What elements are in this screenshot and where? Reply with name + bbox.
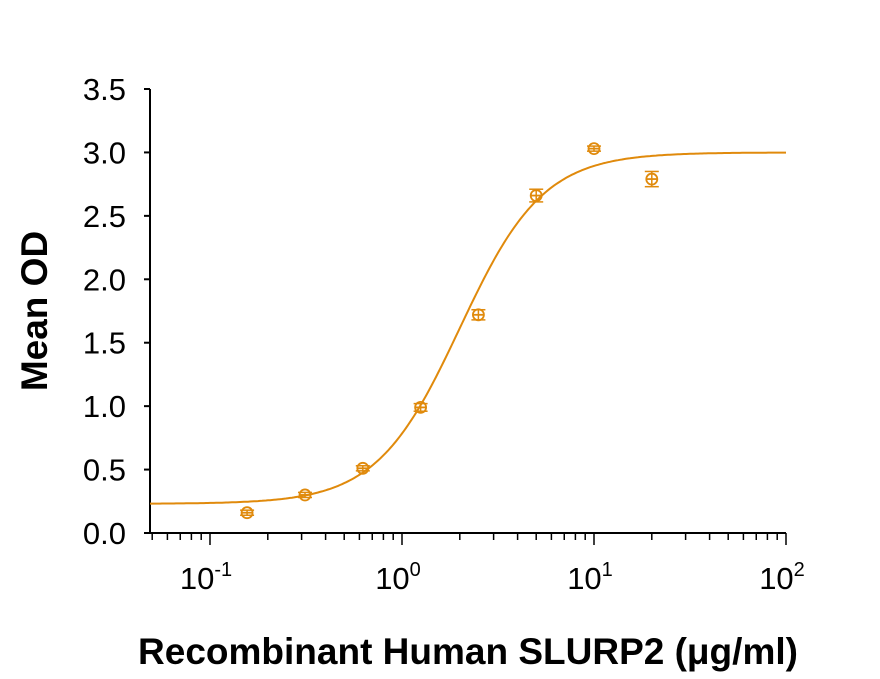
- x-tick-label: 10-1: [180, 559, 232, 596]
- x-axis-title: Recombinant Human SLURP2 (μg/ml): [138, 631, 798, 672]
- y-tick-label: 3.5: [83, 72, 126, 107]
- x-tick-label: 102: [759, 559, 805, 596]
- y-tick-label: 0.0: [83, 516, 126, 551]
- y-axis-title: Mean OD: [14, 231, 55, 391]
- data-point: [587, 142, 601, 156]
- fit-curve: [150, 151, 786, 505]
- data-point: [413, 401, 428, 414]
- x-tick-label: 101: [567, 559, 613, 596]
- data-point: [644, 170, 659, 188]
- data-point: [471, 308, 486, 322]
- y-tick-label: 1.0: [83, 389, 126, 424]
- y-axis: 0.0 0.5 1.0 1.5 2.0 2.5 3.0 3.5: [83, 72, 151, 551]
- data-point: [529, 188, 544, 203]
- x-axis: 10-1 100 101 102: [144, 532, 805, 596]
- data-point: [355, 461, 370, 475]
- y-tick-label: 1.5: [83, 326, 126, 361]
- y-tick-label: 2.5: [83, 199, 126, 234]
- y-tick-label: 0.5: [83, 453, 126, 488]
- y-tick-label: 2.0: [83, 262, 126, 297]
- data-point: [240, 506, 255, 520]
- data-point: [298, 488, 313, 502]
- data-points: [240, 142, 659, 520]
- y-tick-label: 3.0: [83, 135, 126, 170]
- x-tick-label: 100: [375, 559, 421, 596]
